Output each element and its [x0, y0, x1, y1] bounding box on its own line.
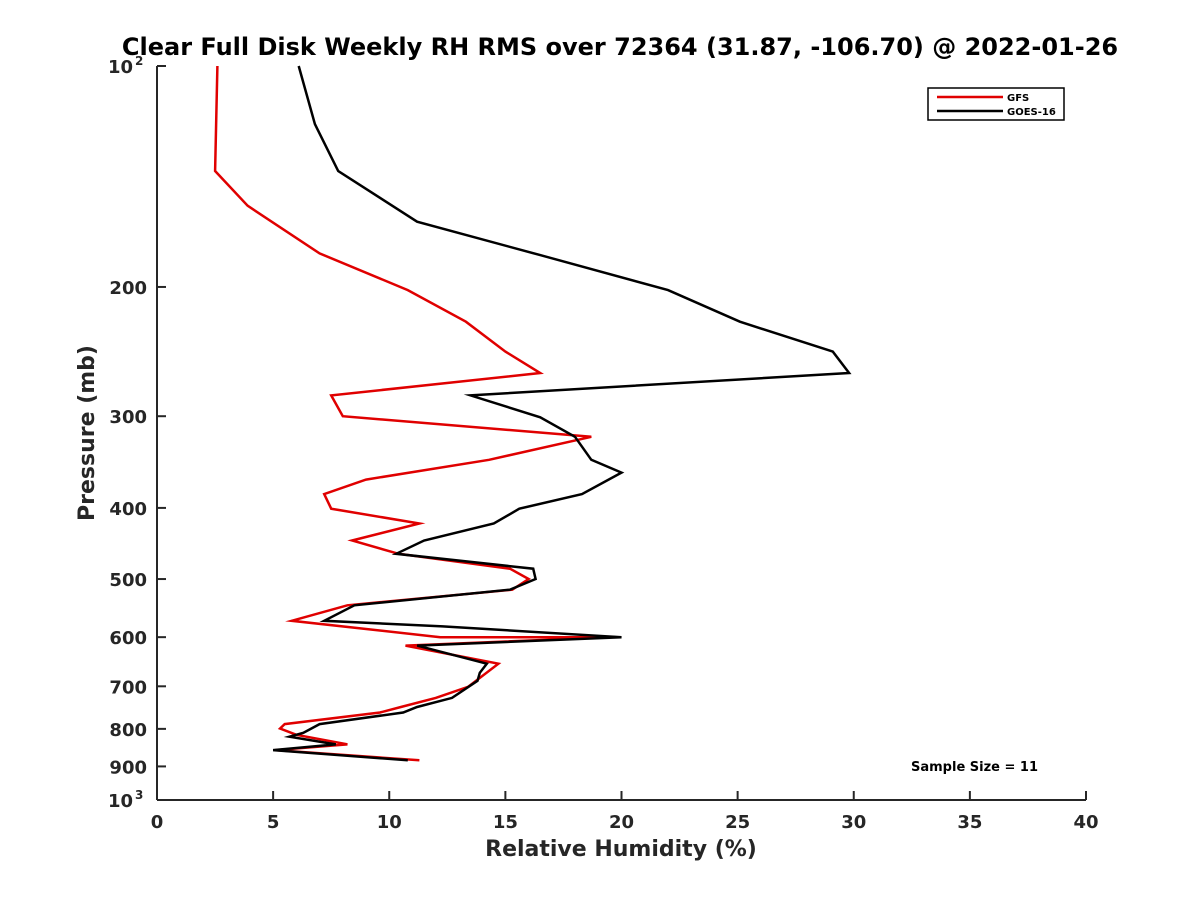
y-tick-label: 10 — [108, 57, 133, 78]
legend-box — [927, 87, 1065, 121]
legend-label-gfs: GFS — [1007, 93, 1029, 104]
y-tick-label: 700 — [109, 677, 147, 698]
x-tick-label: 40 — [1073, 812, 1098, 833]
x-tick-label: 20 — [609, 812, 634, 833]
x-tick-label: 15 — [493, 812, 518, 833]
series-line-goes16 — [272, 65, 852, 762]
y-axis-label: Pressure (mb) — [75, 345, 100, 521]
series-lines — [213, 65, 852, 762]
y-tick-label: 800 — [109, 720, 147, 741]
y-tick-label: 300 — [109, 407, 147, 428]
legend-label-goes16: GOES-16 — [1007, 107, 1056, 118]
axes — [156, 66, 1086, 801]
x-axis-label: Relative Humidity (%) — [485, 837, 757, 862]
y-tick-exponent: 3 — [135, 788, 143, 802]
x-tick-label: 5 — [267, 812, 280, 833]
legend: GFS GOES-16 — [927, 87, 1065, 121]
x-tick-label: 35 — [957, 812, 982, 833]
x-tick-label: 30 — [841, 812, 866, 833]
y-tick-label: 600 — [109, 628, 147, 649]
y-tick-label: 200 — [109, 278, 147, 299]
x-tick-label: 10 — [377, 812, 402, 833]
y-tick-label: 400 — [109, 499, 147, 520]
chart-title: Clear Full Disk Weekly RH RMS over 72364… — [122, 33, 1118, 61]
x-tick-label: 0 — [151, 812, 164, 833]
y-tick-label: 900 — [109, 757, 147, 778]
sample-size-annotation: Sample Size = 11 — [911, 760, 1038, 775]
series-line-gfs — [213, 65, 613, 762]
y-tick-label: 10 — [108, 791, 133, 812]
x-ticks: 0 5 10 15 20 25 30 35 40 — [151, 791, 1099, 833]
x-tick-label: 25 — [725, 812, 750, 833]
y-tick-exponent: 2 — [135, 54, 143, 68]
y-tick-label: 500 — [109, 570, 147, 591]
